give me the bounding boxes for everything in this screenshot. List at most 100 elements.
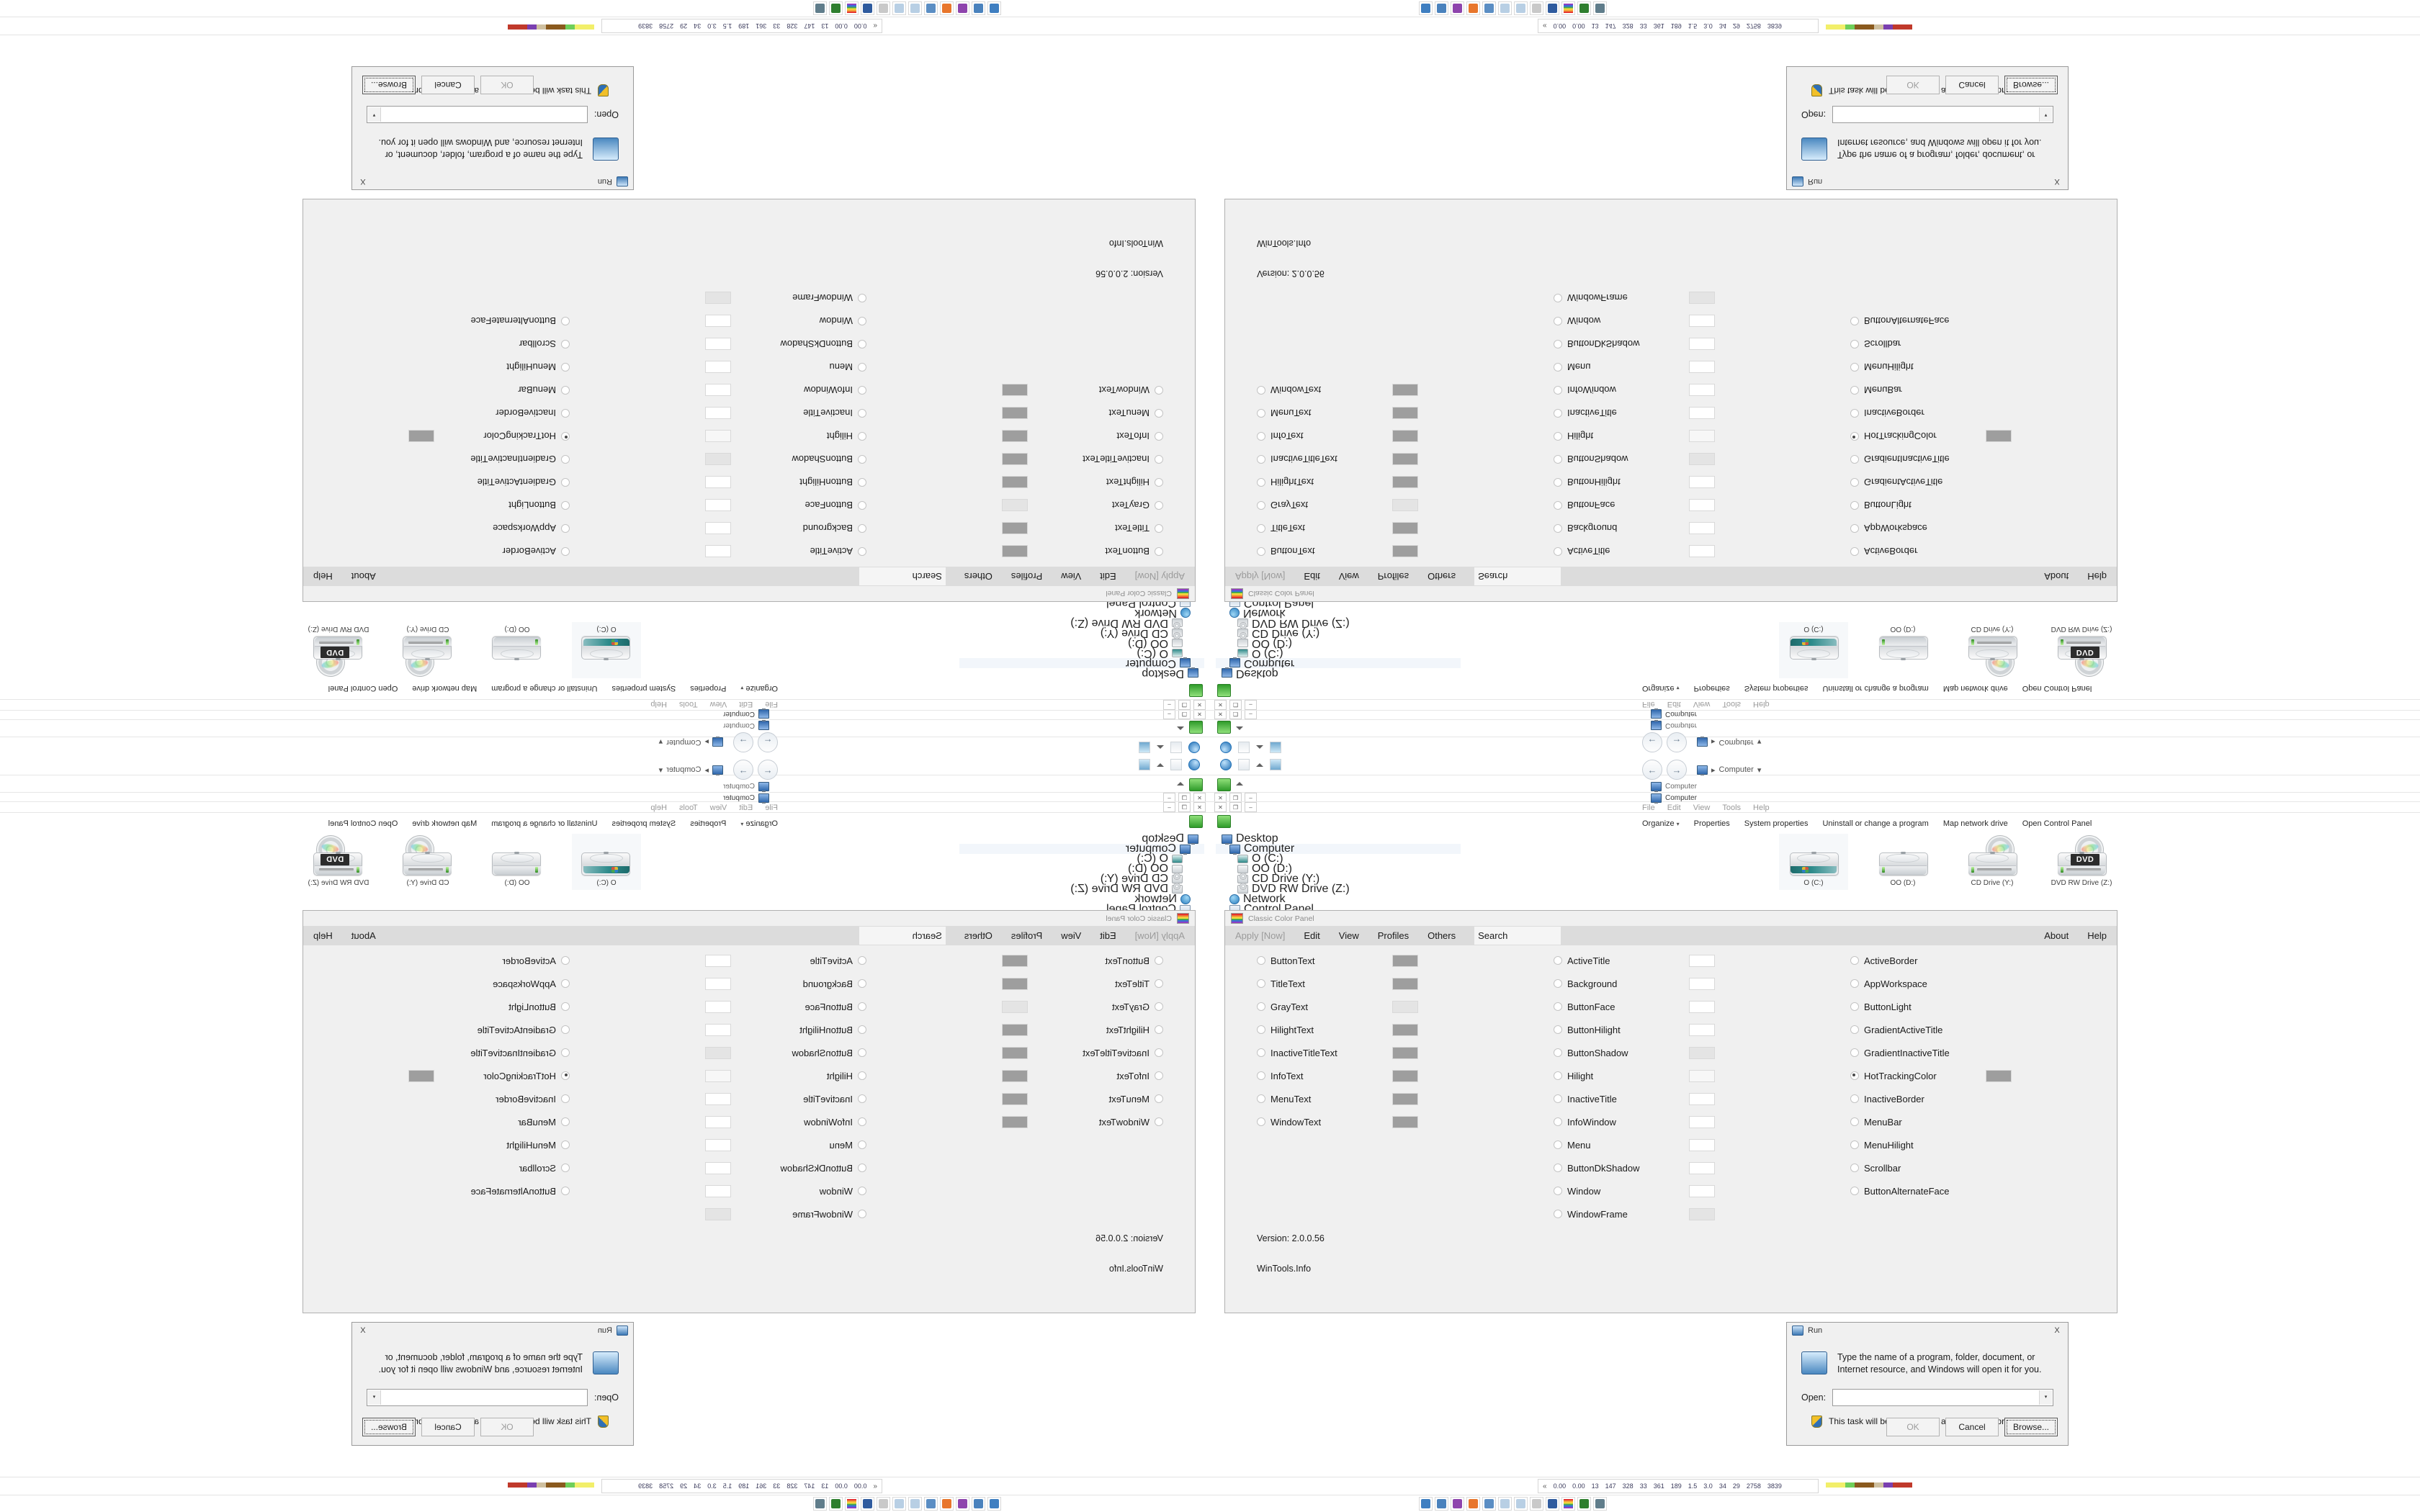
color-radio[interactable] bbox=[1554, 317, 1562, 325]
nav-suggestion-label[interactable]: Computer bbox=[723, 721, 755, 730]
color-radio[interactable] bbox=[1257, 409, 1265, 418]
forward-button[interactable]: → bbox=[733, 760, 753, 780]
nav-tree-item[interactable]: Desktop bbox=[1216, 833, 1461, 845]
color-entry[interactable]: MenuHilight bbox=[506, 1137, 570, 1153]
color-swatch-cell[interactable] bbox=[1689, 1160, 1715, 1176]
color-swatch-cell[interactable] bbox=[408, 1183, 434, 1199]
color-swatch-cell[interactable] bbox=[408, 1022, 434, 1038]
notepad2-taskbar-icon[interactable] bbox=[1514, 1, 1528, 15]
open-control-panel-button[interactable]: Open Control Panel bbox=[2022, 684, 2092, 693]
color-entry[interactable]: ButtonHilight bbox=[799, 1022, 866, 1038]
nav-tree-item[interactable]: O (C:) bbox=[1216, 853, 1461, 865]
color-swatch-cell[interactable] bbox=[1002, 1114, 1028, 1130]
color-radio[interactable] bbox=[1257, 547, 1265, 556]
color-entry[interactable]: Background bbox=[803, 976, 866, 991]
color-radio[interactable] bbox=[1850, 409, 1859, 418]
drive-item[interactable]: OO (D:) bbox=[1868, 622, 1937, 678]
color-swatch-cell[interactable] bbox=[705, 1160, 731, 1176]
color-swatch[interactable] bbox=[1002, 1000, 1028, 1013]
color-entry[interactable]: ActiveTitle bbox=[1554, 953, 1610, 968]
ok-button[interactable]: OK bbox=[480, 76, 534, 94]
color-entry[interactable]: ButtonShadow bbox=[1554, 451, 1628, 467]
drive-item[interactable]: O (C:) bbox=[572, 834, 641, 890]
color-swatch[interactable] bbox=[1392, 453, 1418, 466]
color-swatch-cell[interactable] bbox=[1689, 290, 1715, 306]
others-menu[interactable]: Others bbox=[964, 571, 992, 582]
color-swatch-cell[interactable] bbox=[705, 976, 731, 991]
color-radio[interactable] bbox=[561, 979, 570, 988]
color-entry[interactable]: InfoText bbox=[1116, 428, 1163, 444]
color-swatch-cell[interactable] bbox=[1392, 1045, 1418, 1061]
color-swatch-cell[interactable] bbox=[705, 1091, 731, 1107]
color-swatch[interactable] bbox=[1002, 1092, 1028, 1105]
color-entry[interactable]: HotTrackingColor bbox=[1850, 428, 1937, 444]
color-swatch-cell[interactable] bbox=[1689, 953, 1715, 968]
color-entry[interactable]: MenuHilight bbox=[1850, 1137, 1914, 1153]
color-radio[interactable] bbox=[1554, 1071, 1562, 1080]
color-entry[interactable]: ButtonDkShadow bbox=[781, 336, 866, 352]
color-radio[interactable] bbox=[1257, 478, 1265, 487]
color-swatch-cell[interactable] bbox=[408, 1137, 434, 1153]
color-swatch[interactable] bbox=[1002, 430, 1028, 443]
color-entry[interactable]: Background bbox=[1554, 976, 1617, 991]
color-swatch-cell[interactable] bbox=[408, 451, 434, 467]
color-radio[interactable] bbox=[1850, 1187, 1859, 1195]
chevron-down-icon[interactable]: ▾ bbox=[2039, 107, 2052, 122]
color-swatch-cell[interactable] bbox=[1986, 1045, 2012, 1061]
nav-tree-item[interactable]: Network bbox=[1216, 894, 1461, 905]
color-radio[interactable] bbox=[858, 1025, 866, 1034]
color-entry[interactable]: ButtonLight bbox=[1850, 498, 1912, 513]
green-app-taskbar-icon[interactable] bbox=[829, 1, 843, 15]
color-radio[interactable] bbox=[858, 1048, 866, 1057]
map-network-drive-button[interactable]: Map network drive bbox=[1942, 684, 2008, 693]
internet-explorer-icon[interactable] bbox=[1220, 742, 1232, 753]
firefox-taskbar-icon[interactable] bbox=[940, 1, 954, 15]
maximize-button[interactable]: ❐ bbox=[1178, 709, 1191, 719]
map-network-drive-button[interactable]: Map network drive bbox=[412, 684, 478, 693]
color-swatch-cell[interactable] bbox=[1689, 1022, 1715, 1038]
color-swatch-cell[interactable] bbox=[1986, 451, 2012, 467]
color-entry[interactable]: InfoText bbox=[1257, 1068, 1304, 1084]
nav-suggestion-label[interactable]: Computer bbox=[723, 710, 755, 719]
color-radio[interactable] bbox=[858, 455, 866, 464]
drive-item[interactable]: OO (D:) bbox=[483, 622, 552, 678]
nav-suggestion-label[interactable]: Computer bbox=[1665, 721, 1697, 730]
color-radio[interactable] bbox=[1257, 455, 1265, 464]
color-swatch-cell[interactable] bbox=[1986, 498, 2012, 513]
caret-up-icon[interactable] bbox=[1177, 782, 1184, 786]
color-swatch[interactable] bbox=[705, 1092, 731, 1105]
apply-now-menu[interactable]: Apply [Now] bbox=[1235, 571, 1286, 582]
close-button[interactable]: ✕ bbox=[1214, 700, 1227, 710]
color-swatch-cell[interactable] bbox=[408, 953, 434, 968]
color-swatch-cell[interactable] bbox=[1986, 359, 2012, 375]
color-swatch[interactable] bbox=[705, 1207, 731, 1220]
color-swatch[interactable] bbox=[705, 361, 731, 374]
menu-edit[interactable]: Edit bbox=[739, 804, 753, 812]
open-input[interactable]: ▾ bbox=[367, 1388, 588, 1406]
breadcrumb-path[interactable]: Computer bbox=[1718, 738, 1754, 747]
color-swatch-cell[interactable] bbox=[1986, 976, 2012, 991]
chevron-down-icon[interactable]: ▾ bbox=[658, 737, 663, 747]
color-radio[interactable] bbox=[858, 547, 866, 556]
color-radio[interactable] bbox=[1257, 1071, 1265, 1080]
color-radio[interactable] bbox=[1850, 1140, 1859, 1149]
help-menu[interactable]: Help bbox=[2087, 930, 2107, 941]
color-swatch[interactable] bbox=[1689, 476, 1715, 489]
color-entry[interactable]: MenuBar bbox=[1850, 1114, 1902, 1130]
uninstall-program-button[interactable]: Uninstall or change a program bbox=[491, 819, 598, 828]
color-entry[interactable]: AppWorkspace bbox=[493, 976, 570, 991]
color-entry[interactable]: Scrollbar bbox=[519, 336, 570, 352]
color-swatch-cell[interactable] bbox=[705, 953, 731, 968]
color-entry[interactable]: WindowText bbox=[1257, 1114, 1321, 1130]
color-entry[interactable]: WindowFrame bbox=[792, 290, 866, 306]
color-radio[interactable] bbox=[858, 1094, 866, 1103]
color-entry[interactable]: TitleText bbox=[1115, 976, 1163, 991]
open-control-panel-button[interactable]: Open Control Panel bbox=[328, 684, 398, 693]
color-radio[interactable] bbox=[858, 432, 866, 441]
color-radio[interactable] bbox=[1257, 1117, 1265, 1126]
classic-color-panel-taskbar-icon[interactable] bbox=[845, 1497, 859, 1511]
caret-up-icon[interactable] bbox=[1157, 745, 1164, 750]
others-menu[interactable]: Others bbox=[964, 930, 992, 941]
color-swatch[interactable] bbox=[1392, 1023, 1418, 1036]
drive-item[interactable]: CD Drive (Y:) bbox=[393, 622, 462, 680]
